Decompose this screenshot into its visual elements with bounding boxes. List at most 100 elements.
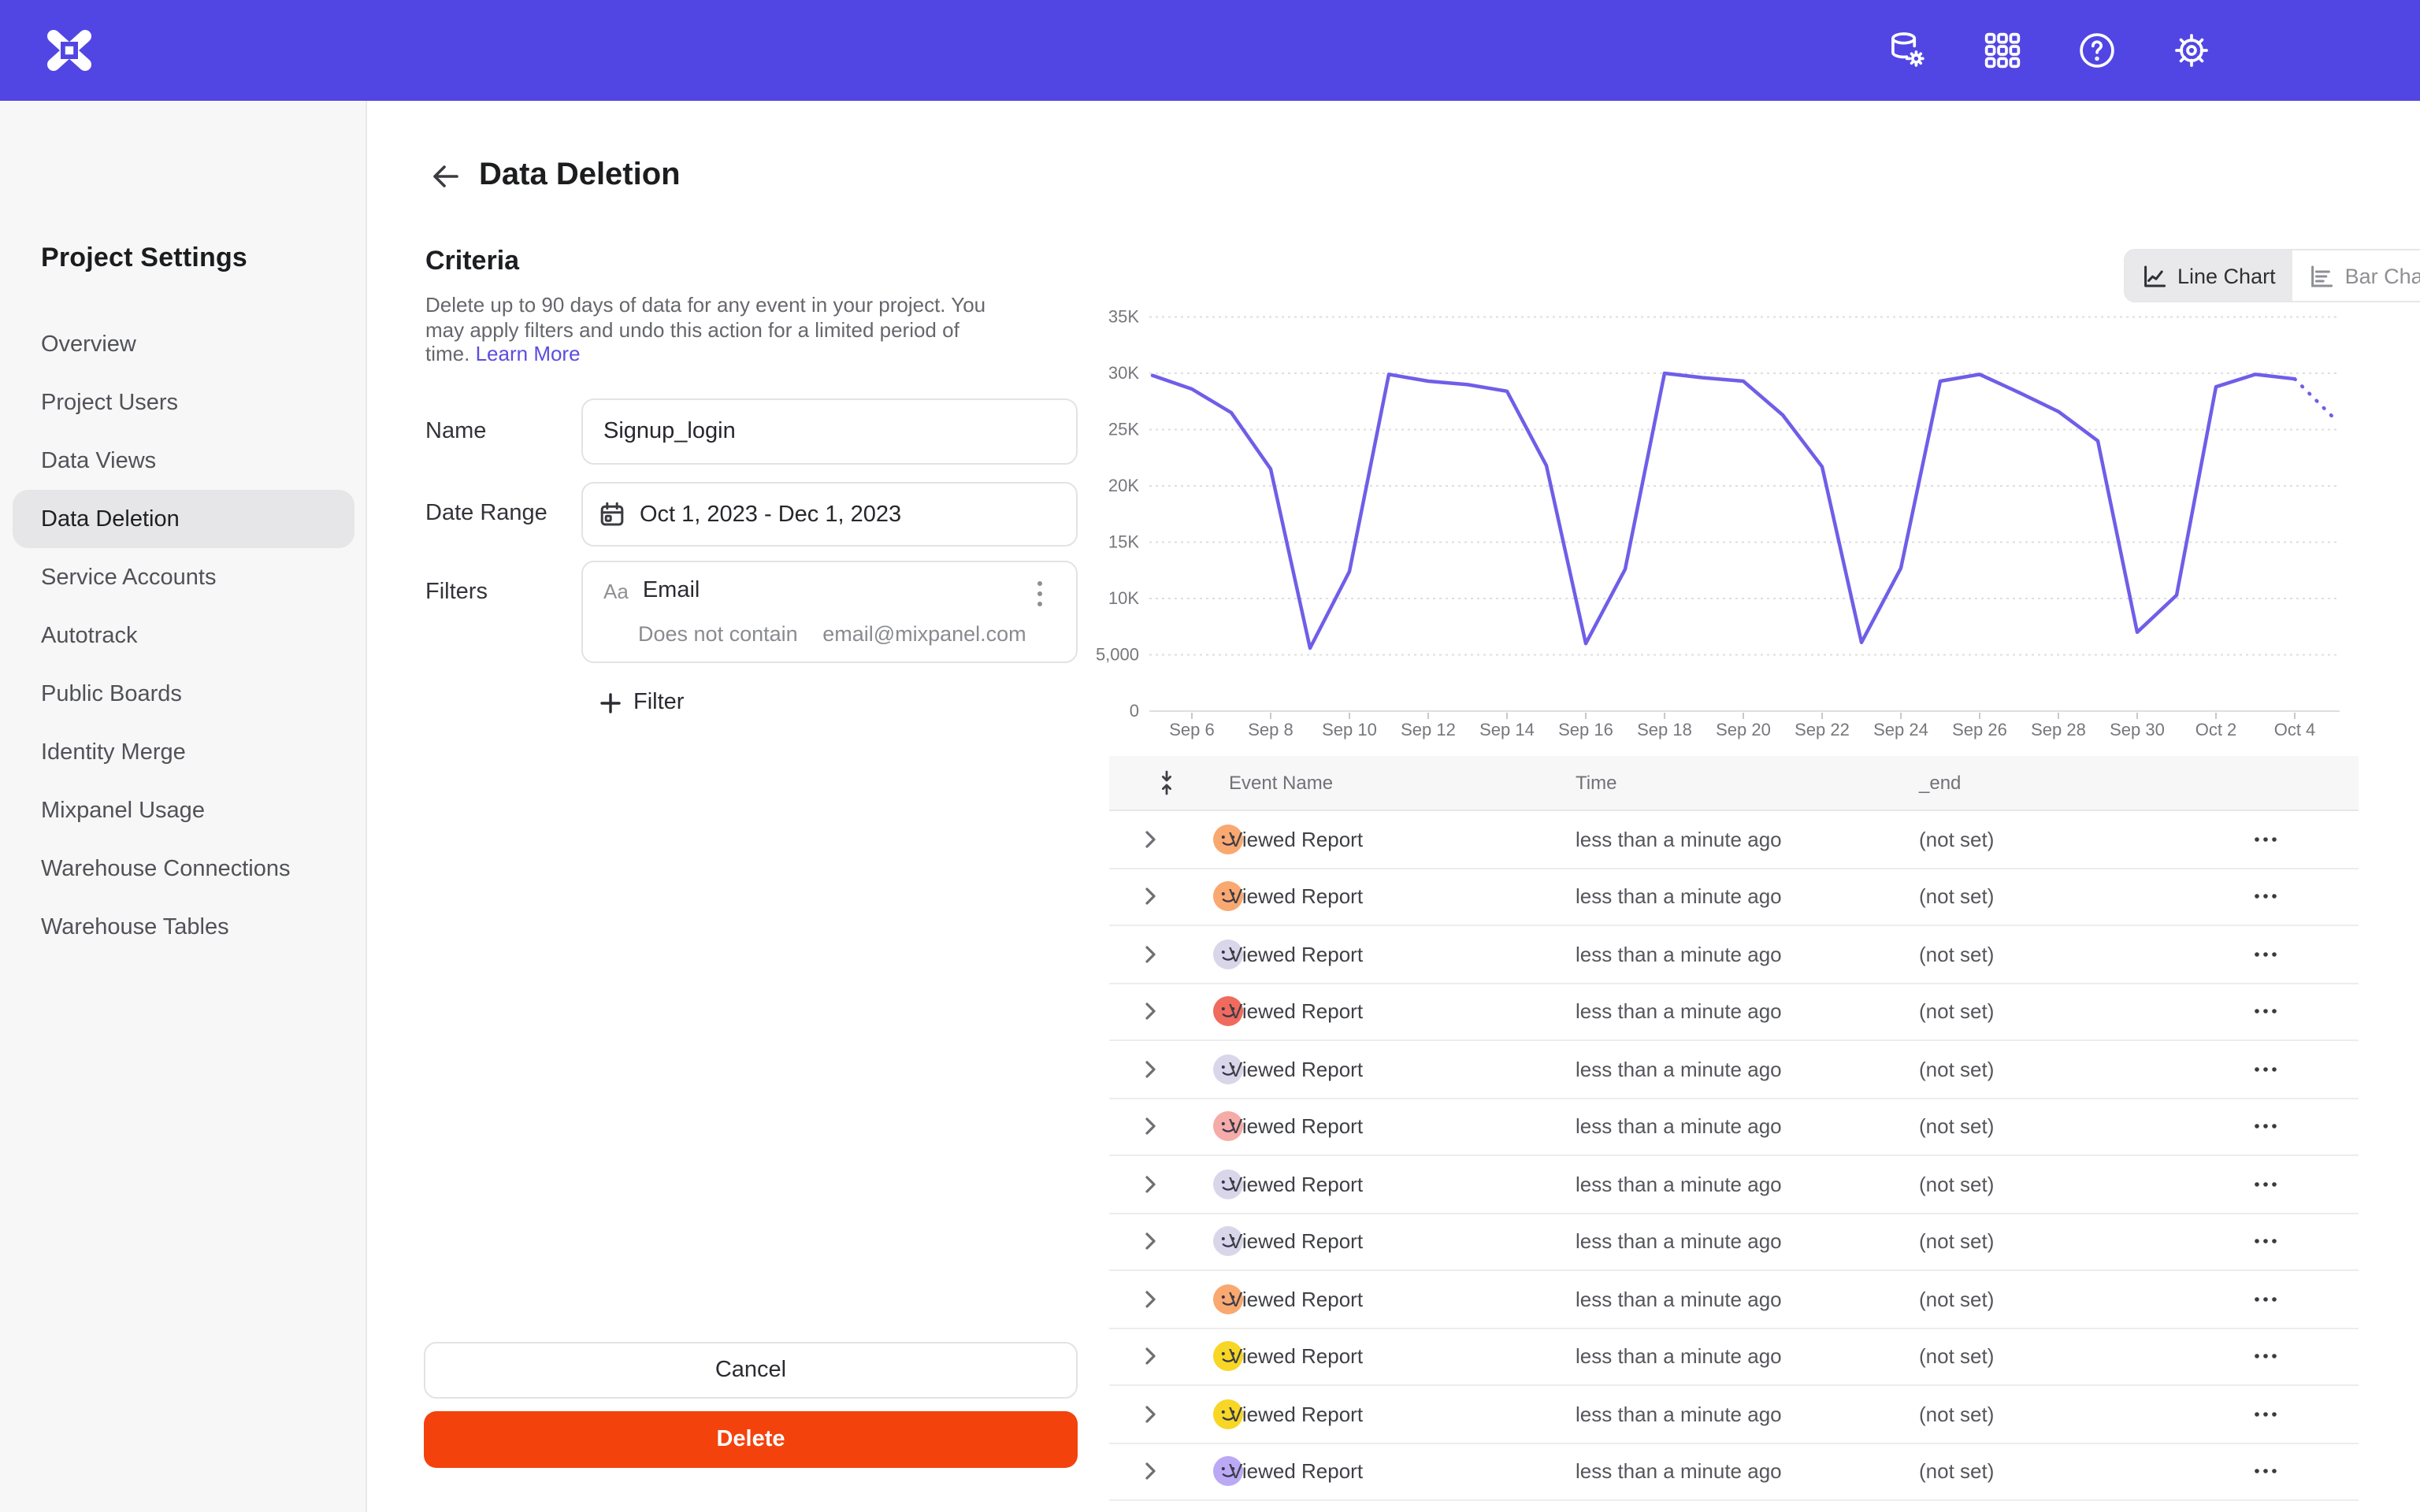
chart-line[interactable] <box>1150 371 2297 650</box>
row-actions-icon[interactable] <box>2253 835 2278 844</box>
row-expand-chevron-icon[interactable] <box>1144 1232 1158 1251</box>
top-bar <box>0 0 2420 101</box>
mixpanel-logo-icon[interactable] <box>41 22 98 79</box>
sidebar-item-warehouse-connections[interactable]: Warehouse Connections <box>0 839 367 898</box>
delete-button[interactable]: Delete <box>424 1411 1078 1468</box>
row-expand-chevron-icon[interactable] <box>1144 1347 1158 1366</box>
row-expand-chevron-icon[interactable] <box>1144 888 1158 906</box>
sidebar-item-overview[interactable]: Overview <box>0 315 367 373</box>
row-actions-icon[interactable] <box>2253 1122 2278 1132</box>
row-expand-chevron-icon[interactable] <box>1144 1060 1158 1079</box>
time-cell: less than a minute ago <box>1576 1344 1782 1369</box>
sidebar-item-data-deletion[interactable]: Data Deletion <box>13 490 354 548</box>
row-expand-chevron-icon[interactable] <box>1144 1175 1158 1194</box>
event-name-cell: Viewed Report <box>1229 1172 1364 1196</box>
row-expand-chevron-icon[interactable] <box>1144 1462 1158 1481</box>
line-chart-tab[interactable]: Line Chart <box>2125 250 2293 301</box>
add-filter-button[interactable]: Filter <box>600 690 684 715</box>
criteria-desc-line3: time. <box>425 342 470 365</box>
table-row[interactable]: Viewed Report less than a minute ago (no… <box>1109 1041 2359 1099</box>
sidebar-item-warehouse-tables[interactable]: Warehouse Tables <box>0 898 367 956</box>
bar-chart-tab[interactable]: Bar Chart <box>2292 250 2420 301</box>
sidebar-item-service-accounts[interactable]: Service Accounts <box>0 548 367 606</box>
row-actions-icon[interactable] <box>2253 1467 2278 1477</box>
name-label: Name <box>425 419 487 444</box>
sort-icon[interactable] <box>1158 770 1175 795</box>
row-actions-icon[interactable] <box>2253 1007 2278 1017</box>
sidebar-item-label: Public Boards <box>41 681 182 706</box>
data-management-icon[interactable] <box>1887 30 1928 71</box>
end-cell: (not set) <box>1919 1057 1995 1081</box>
table-row[interactable]: Viewed Report less than a minute ago (no… <box>1109 984 2359 1041</box>
cancel-button[interactable]: Cancel <box>424 1342 1078 1399</box>
table-row[interactable]: Viewed Report less than a minute ago (no… <box>1109 1501 2359 1512</box>
table-row[interactable]: Viewed Report less than a minute ago (no… <box>1109 1271 2359 1329</box>
table-row[interactable]: Viewed Report less than a minute ago (no… <box>1109 1386 2359 1443</box>
x-axis-tick-label: Oct 2 <box>2195 720 2237 739</box>
filter-menu-icon[interactable] <box>1029 578 1051 610</box>
table-row[interactable]: Viewed Report less than a minute ago (no… <box>1109 926 2359 984</box>
row-expand-chevron-icon[interactable] <box>1144 1290 1158 1309</box>
back-arrow-icon[interactable] <box>429 159 463 194</box>
y-axis-tick-label: 10K <box>1108 588 1139 608</box>
row-actions-icon[interactable] <box>2253 1237 2278 1247</box>
sidebar-item-public-boards[interactable]: Public Boards <box>0 665 367 723</box>
table-row[interactable]: Viewed Report less than a minute ago (no… <box>1109 1099 2359 1156</box>
sidebar-title: Project Settings <box>41 243 248 272</box>
help-icon[interactable] <box>2077 30 2118 71</box>
row-actions-icon[interactable] <box>2253 1065 2278 1074</box>
sidebar-item-data-views[interactable]: Data Views <box>0 432 367 490</box>
learn-more-link[interactable]: Learn More <box>475 342 581 365</box>
line-chart-tab-label: Line Chart <box>2177 264 2276 287</box>
row-actions-icon[interactable] <box>2253 950 2278 959</box>
time-cell: less than a minute ago <box>1576 827 1782 851</box>
settings-icon[interactable] <box>2171 30 2212 71</box>
table-row[interactable]: Viewed Report less than a minute ago (no… <box>1109 811 2359 869</box>
sidebar-item-identity-merge[interactable]: Identity Merge <box>0 723 367 781</box>
row-actions-icon[interactable] <box>2253 1180 2278 1189</box>
column-header-event-name[interactable]: Event Name <box>1229 772 1334 794</box>
row-expand-chevron-icon[interactable] <box>1144 945 1158 964</box>
sidebar-item-autotrack[interactable]: Autotrack <box>0 606 367 665</box>
end-cell: (not set) <box>1919 942 1995 966</box>
row-actions-icon[interactable] <box>2253 1410 2278 1419</box>
avatar <box>1213 1456 1243 1487</box>
time-cell: less than a minute ago <box>1576 1287 1782 1311</box>
event-name-cell: Viewed Report <box>1229 1229 1364 1254</box>
sidebar-item-label: Service Accounts <box>41 565 217 590</box>
criteria-description: Delete up to 90 days of data for any eve… <box>425 293 1040 366</box>
apps-grid-icon[interactable] <box>1982 30 2023 71</box>
sidebar-item-mixpanel-usage[interactable]: Mixpanel Usage <box>0 781 367 839</box>
row-expand-chevron-icon[interactable] <box>1144 1405 1158 1424</box>
sidebar: Project Settings Overview Project Users … <box>0 101 367 1512</box>
time-cell: less than a minute ago <box>1576 942 1782 966</box>
table-row[interactable]: Viewed Report less than a minute ago (no… <box>1109 1214 2359 1271</box>
avatar <box>1213 1111 1243 1142</box>
table-row[interactable]: Viewed Report less than a minute ago (no… <box>1109 1443 2359 1501</box>
table-row[interactable]: Viewed Report less than a minute ago (no… <box>1109 869 2359 926</box>
row-actions-icon[interactable] <box>2253 1352 2278 1362</box>
name-input[interactable]: Signup_login <box>581 398 1078 465</box>
page-title: Data Deletion <box>479 158 681 192</box>
row-actions-icon[interactable] <box>2253 892 2278 902</box>
row-expand-chevron-icon[interactable] <box>1144 1117 1158 1136</box>
filter-property[interactable]: Email <box>642 578 700 603</box>
bar-chart-tab-label: Bar Chart <box>2344 264 2420 287</box>
time-cell: less than a minute ago <box>1576 1229 1782 1254</box>
row-expand-chevron-icon[interactable] <box>1144 1002 1158 1021</box>
avatar <box>1213 1226 1243 1257</box>
column-header-time[interactable]: Time <box>1576 772 1617 794</box>
time-cell: less than a minute ago <box>1576 884 1782 909</box>
calendar-icon <box>600 502 624 526</box>
filter-operator[interactable]: Does not contain <box>638 622 798 646</box>
table-row[interactable]: Viewed Report less than a minute ago (no… <box>1109 1329 2359 1386</box>
column-header-end[interactable]: _end <box>1919 772 1962 794</box>
table-row[interactable]: Viewed Report less than a minute ago (no… <box>1109 1156 2359 1214</box>
events-table: Event Name Time _end Viewed Report less … <box>1109 756 2359 1512</box>
filter-value[interactable]: email@mixpanel.com <box>822 622 1026 646</box>
sidebar-item-project-users[interactable]: Project Users <box>0 373 367 432</box>
date-range-input[interactable]: Oct 1, 2023 - Dec 1, 2023 <box>581 482 1078 547</box>
row-actions-icon[interactable] <box>2253 1295 2278 1304</box>
chart-type-toggle: Line Chart Bar Chart <box>2124 249 2420 302</box>
row-expand-chevron-icon[interactable] <box>1144 830 1158 849</box>
